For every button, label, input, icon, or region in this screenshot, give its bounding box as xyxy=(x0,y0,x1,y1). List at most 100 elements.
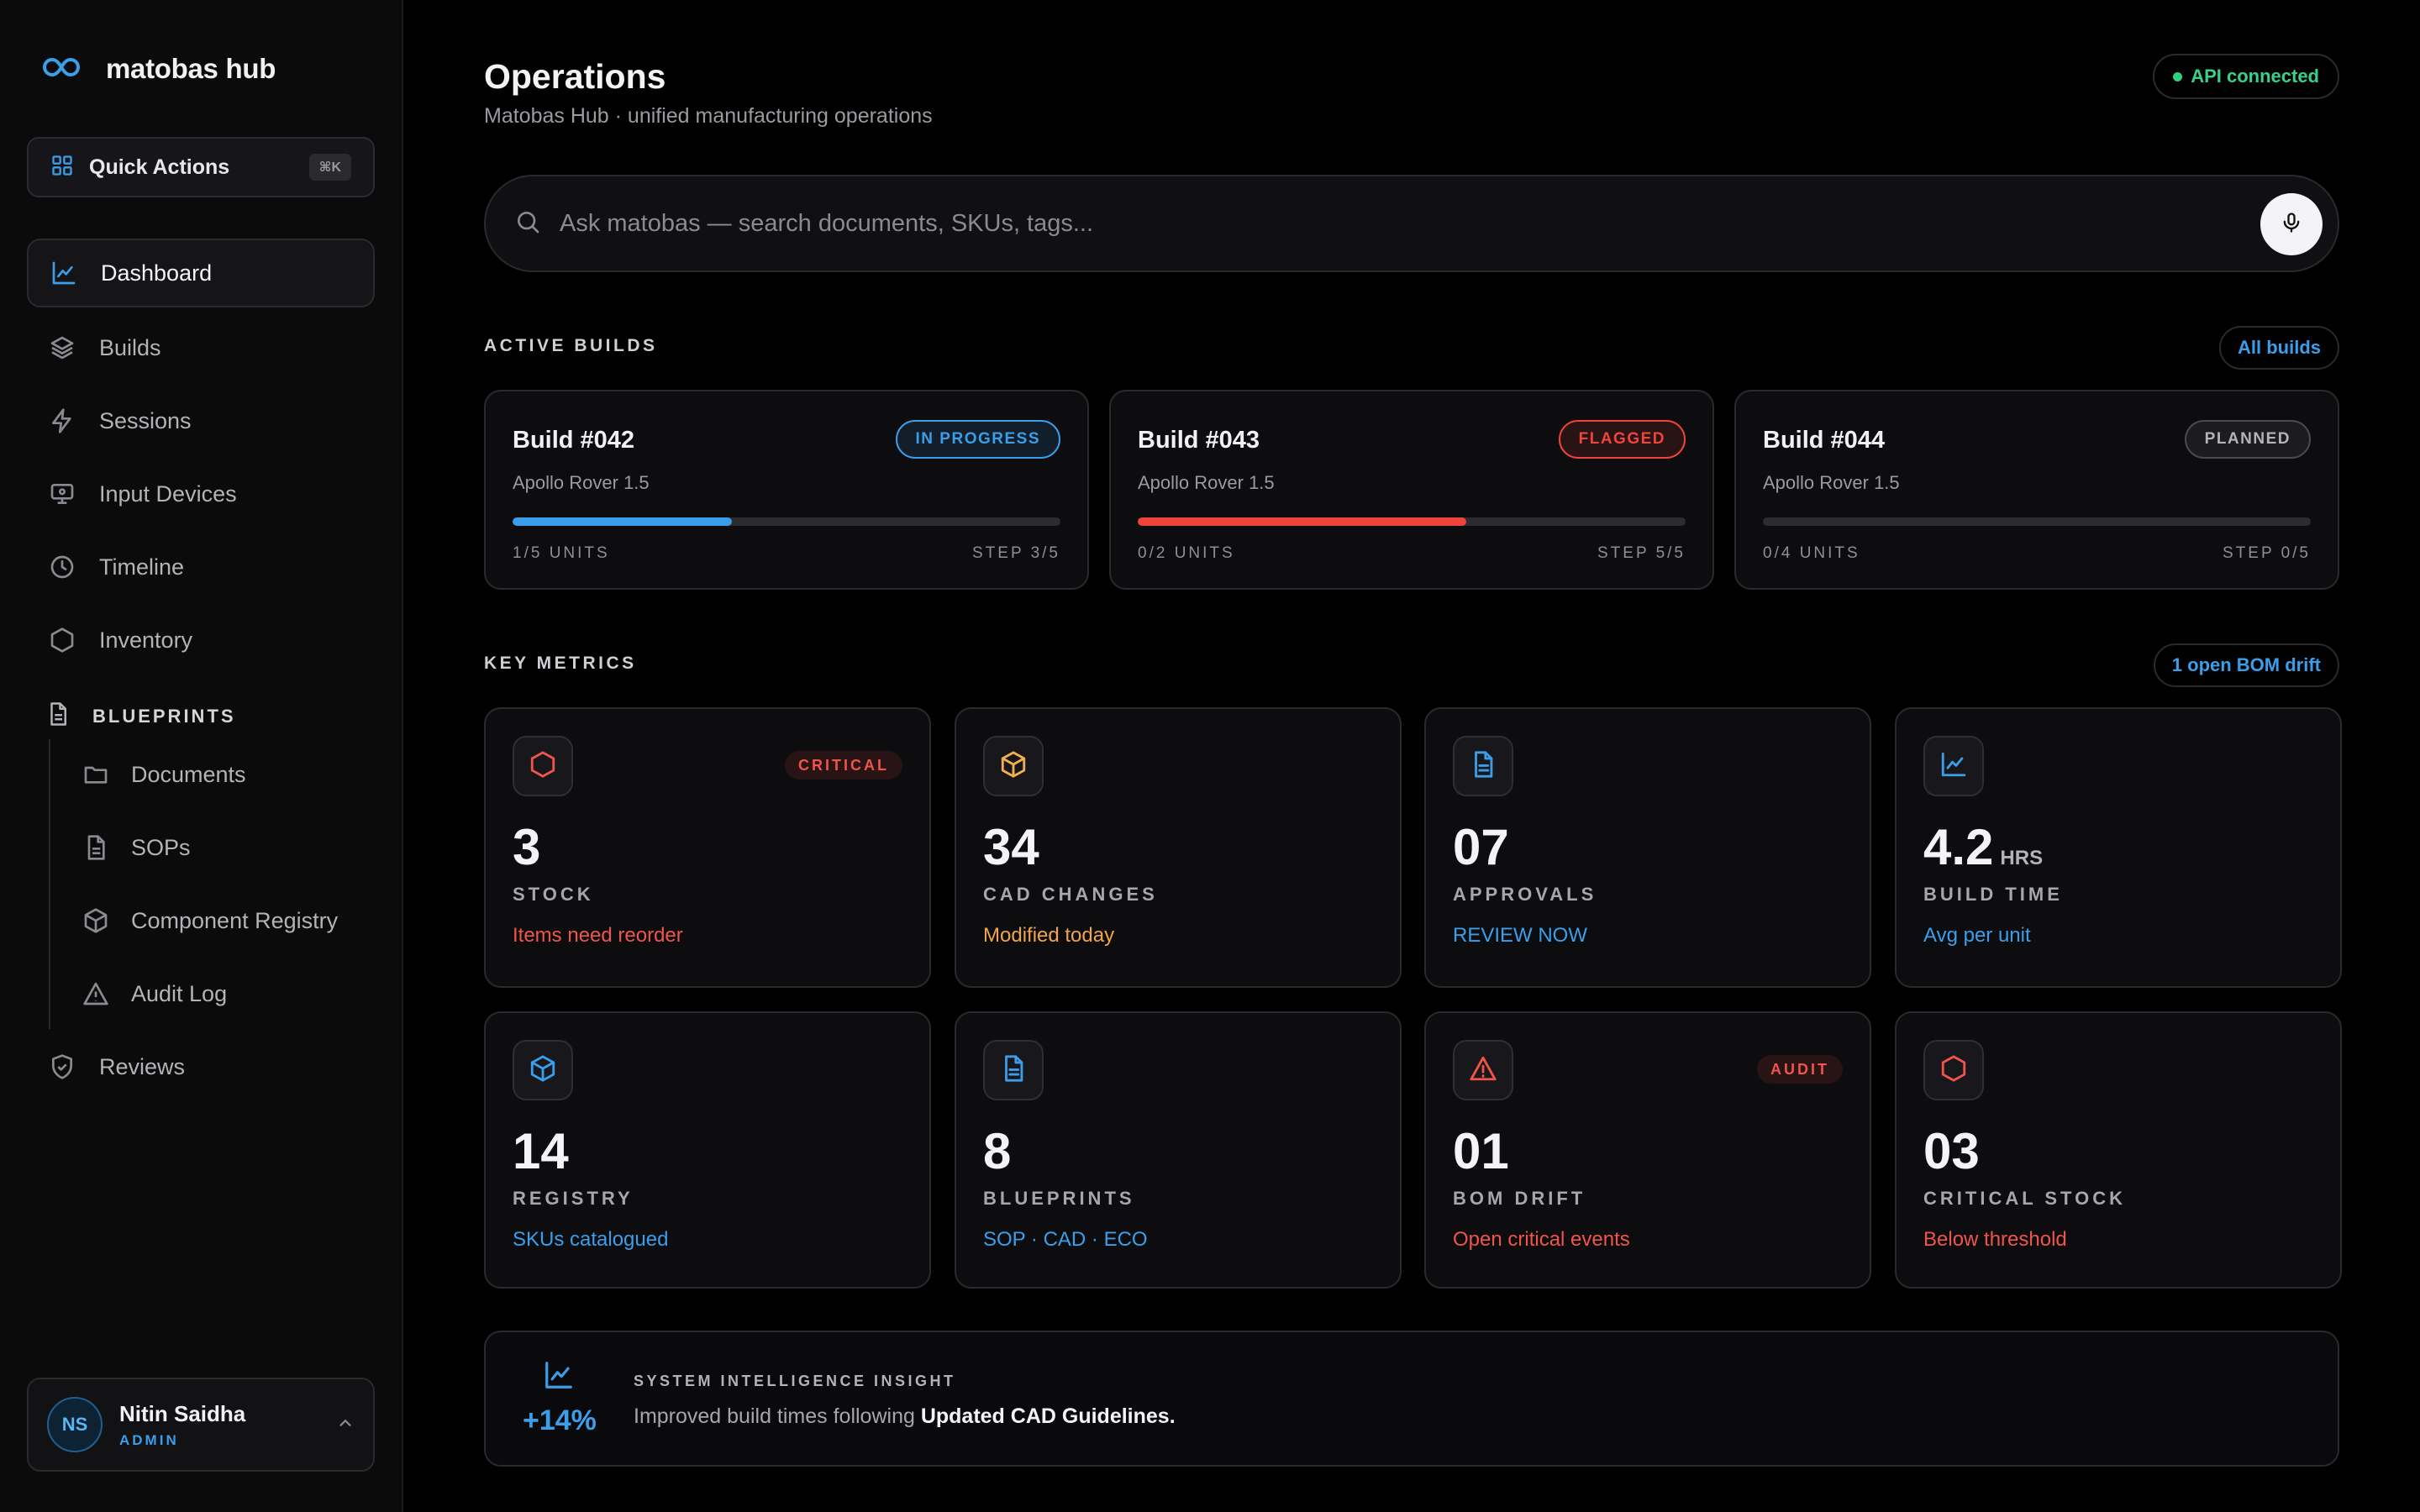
search-input[interactable] xyxy=(560,209,2156,238)
nav-builds[interactable]: Builds xyxy=(27,313,375,382)
metric-number: 03 xyxy=(1923,1123,1980,1179)
metric-card[interactable]: 07 APPROVALS REVIEW NOW xyxy=(1424,707,1871,988)
metric-note[interactable]: Items need reorder xyxy=(513,924,683,947)
metric-number: 4.2 xyxy=(1923,819,1994,875)
status-dot-icon xyxy=(2173,71,2183,81)
nav-reviews[interactable]: Reviews xyxy=(27,1032,375,1101)
nav-timeline[interactable]: Timeline xyxy=(27,533,375,601)
metric-unit: HRS xyxy=(2000,847,2044,869)
metric-value: 03 xyxy=(1923,1122,1980,1180)
metric-icon-box xyxy=(983,1040,1044,1100)
nav-label: Reviews xyxy=(99,1053,186,1079)
build-step: STEP 0/5 xyxy=(2223,544,2311,562)
user-menu[interactable]: NS Nitin Saidha ADMIN xyxy=(27,1378,375,1472)
metric-label: BOM DRIFT xyxy=(1453,1188,1586,1209)
nav-dashboard[interactable]: Dashboard xyxy=(27,239,375,307)
sidebar: matobas hub Quick Actions ⌘K Dashboard B… xyxy=(0,0,403,1512)
insight-body: Improved build times following xyxy=(634,1404,921,1428)
metric-note[interactable]: Open critical events xyxy=(1453,1228,1630,1251)
cube-icon xyxy=(81,906,111,936)
brand[interactable]: matobas hub xyxy=(42,50,276,87)
metric-card[interactable]: 8 BLUEPRINTS SOP · CAD · ECO xyxy=(955,1011,1402,1289)
avatar: NS xyxy=(47,1397,103,1452)
folder-icon xyxy=(81,759,111,790)
build-product: Apollo Rover 1.5 xyxy=(1763,472,1900,493)
nav-label: Inventory xyxy=(99,627,193,653)
chevron-up-icon[interactable] xyxy=(336,1414,355,1436)
api-status-badge: API connected xyxy=(2153,54,2339,99)
build-card[interactable]: Build #044 PLANNED Apollo Rover 1.5 0/4 … xyxy=(1734,390,2339,590)
metric-value: 8 xyxy=(983,1122,1011,1180)
build-units: 1/5 UNITS xyxy=(513,544,610,562)
build-card[interactable]: Build #043 FLAGGED Apollo Rover 1.5 0/2 … xyxy=(1109,390,1714,590)
build-product: Apollo Rover 1.5 xyxy=(1138,472,1275,493)
progress-fill xyxy=(513,517,732,526)
metric-card[interactable]: CRITICAL 3 STOCK Items need reorder xyxy=(484,707,931,988)
infinity-logo-icon xyxy=(42,56,81,82)
metric-card[interactable]: 34 CAD CHANGES Modified today xyxy=(955,707,1402,988)
chart-line-icon xyxy=(49,258,79,288)
metric-note[interactable]: REVIEW NOW xyxy=(1453,924,1587,947)
metric-card[interactable]: 14 REGISTRY SKUs catalogued xyxy=(484,1011,931,1289)
metric-value: 07 xyxy=(1453,818,1509,876)
sub-nav-component-registry[interactable]: Component Registry xyxy=(81,895,338,946)
nav-label: Input Devices xyxy=(99,480,237,507)
metric-icon-box xyxy=(1453,1040,1513,1100)
insight-heading: SYSTEM INTELLIGENCE INSIGHT xyxy=(634,1373,956,1389)
nav-sessions[interactable]: Sessions xyxy=(27,386,375,455)
sub-nav-divider xyxy=(49,739,50,1029)
document-icon xyxy=(81,832,111,863)
progress-track xyxy=(513,517,1060,526)
progress-fill xyxy=(1138,517,1467,526)
metric-note[interactable]: SKUs catalogued xyxy=(513,1228,669,1251)
grid-icon xyxy=(50,154,74,181)
metric-note[interactable]: Modified today xyxy=(983,924,1115,947)
hexagon-icon xyxy=(529,750,557,783)
metric-tag: AUDIT xyxy=(1757,1055,1843,1084)
all-builds-link[interactable]: All builds xyxy=(2219,326,2339,370)
metric-note[interactable]: Avg per unit xyxy=(1923,924,2031,947)
search-bar[interactable] xyxy=(484,175,2339,272)
build-card[interactable]: Build #042 IN PROGRESS Apollo Rover 1.5 … xyxy=(484,390,1089,590)
sub-nav-sops[interactable]: SOPs xyxy=(81,822,191,873)
brand-name: matobas hub xyxy=(106,53,276,84)
sub-nav-label: Documents xyxy=(131,761,246,787)
microphone-button[interactable] xyxy=(2260,193,2323,255)
sub-nav-documents[interactable]: Documents xyxy=(81,749,246,800)
metric-label: CAD CHANGES xyxy=(983,884,1158,905)
insight-panel: +14% SYSTEM INTELLIGENCE INSIGHT Improve… xyxy=(484,1331,2339,1467)
metric-label: BLUEPRINTS xyxy=(983,1188,1135,1209)
bom-drift-link[interactable]: 1 open BOM drift xyxy=(2153,643,2339,687)
user-role: ADMIN xyxy=(119,1431,179,1448)
quick-actions-button[interactable]: Quick Actions ⌘K xyxy=(27,137,375,197)
sub-nav-audit-log[interactable]: Audit Log xyxy=(81,969,227,1019)
nav-input-devices[interactable]: Input Devices xyxy=(27,459,375,528)
document-icon xyxy=(1469,750,1497,783)
build-name: Build #042 xyxy=(513,427,635,454)
metric-card[interactable]: 4.2 HRS BUILD TIME Avg per unit xyxy=(1895,707,2342,988)
sub-nav-label: Component Registry xyxy=(131,907,339,933)
metric-card[interactable]: 03 CRITICAL STOCK Below threshold xyxy=(1895,1011,2342,1289)
main-content: Operations Matobas Hub · unified manufac… xyxy=(403,0,2420,1512)
nav-label: Dashboard xyxy=(101,260,213,286)
section-label: BLUEPRINTS xyxy=(92,706,236,727)
metric-card[interactable]: AUDIT 01 BOM DRIFT Open critical events xyxy=(1424,1011,1871,1289)
metric-label: CRITICAL STOCK xyxy=(1923,1188,2126,1209)
build-step: STEP 5/5 xyxy=(1597,544,1686,562)
quick-actions-label: Quick Actions xyxy=(89,155,230,179)
metric-note[interactable]: Below threshold xyxy=(1923,1228,2067,1251)
document-icon xyxy=(45,701,71,732)
metric-label: REGISTRY xyxy=(513,1188,634,1209)
insight-text: Improved build times following Updated C… xyxy=(634,1404,1176,1429)
metric-icon-box xyxy=(513,1040,573,1100)
nav-inventory[interactable]: Inventory xyxy=(27,606,375,675)
hexagon-icon xyxy=(47,625,77,655)
search-icon xyxy=(514,208,541,239)
blueprints-section-toggle[interactable]: BLUEPRINTS xyxy=(45,701,236,732)
warning-icon xyxy=(1469,1054,1497,1087)
metric-note[interactable]: SOP · CAD · ECO xyxy=(983,1228,1148,1251)
metric-value: 34 xyxy=(983,818,1039,876)
shield-check-icon xyxy=(47,1052,77,1082)
progress-track xyxy=(1138,517,1686,526)
metric-value: 3 xyxy=(513,818,540,876)
